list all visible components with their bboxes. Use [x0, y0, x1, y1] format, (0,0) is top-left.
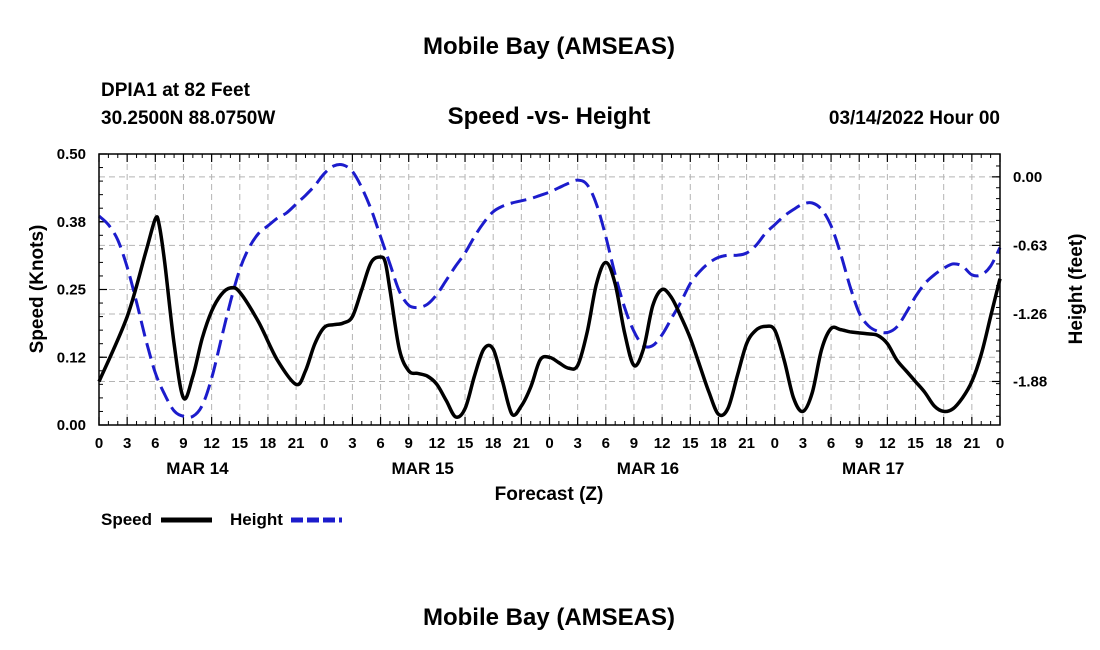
x-tick-label: 6	[602, 435, 610, 452]
x-tick-label: 3	[573, 435, 581, 452]
y-tick-label: 0.50	[57, 146, 86, 163]
x-tick-label: 21	[288, 435, 305, 452]
x-tick-label: 18	[935, 435, 952, 452]
x-tick-label: 0	[771, 435, 779, 452]
x-tick-label: 3	[123, 435, 131, 452]
x-tick-label: 9	[405, 435, 413, 452]
axes: 0 3 6 9 12 15 18 21 0 3 6 9 12 15 18 21 0 3 6 9 12 15 18 21 0 3 6 9…	[57, 146, 1047, 478]
date-label: 03/14/2022 Hour 00	[829, 108, 1000, 129]
y-right-axis-title: Height (feet)	[1066, 234, 1087, 345]
x-tick-label: 9	[630, 435, 638, 452]
x-tick-label: 21	[964, 435, 981, 452]
x-tick-label: 0	[545, 435, 553, 452]
x-tick-label: 0	[95, 435, 103, 452]
coords-label: 30.2500N 88.0750W	[101, 108, 275, 129]
y-tick-label: 0.38	[57, 214, 86, 231]
y-right-tick-label: -0.63	[1013, 237, 1047, 254]
x-day-label: MAR 15	[392, 459, 454, 478]
x-tick-label: 21	[513, 435, 530, 452]
x-day-label: MAR 14	[166, 459, 229, 478]
x-tick-label: 18	[260, 435, 277, 452]
x-tick-label: 15	[231, 435, 248, 452]
x-tick-label: 18	[485, 435, 502, 452]
y-tick-label: 0.25	[57, 282, 86, 299]
x-tick-label: 12	[879, 435, 896, 452]
x-tick-label: 6	[827, 435, 835, 452]
x-tick-label: 3	[799, 435, 807, 452]
x-tick-label: 3	[348, 435, 356, 452]
y-axis-title: Speed (Knots)	[27, 225, 48, 354]
x-tick-label: 6	[151, 435, 159, 452]
title-top: Mobile Bay (AMSEAS)	[423, 33, 675, 60]
x-tick-label: 18	[710, 435, 727, 452]
x-tick-label: 15	[457, 435, 474, 452]
legend-label-height: Height	[230, 510, 283, 529]
series-line-speed	[97, 215, 1002, 419]
x-tick-label: 15	[682, 435, 699, 452]
y-right-tick-label: -1.26	[1013, 306, 1047, 323]
plot-frame	[98, 153, 1001, 426]
chart-title: Speed -vs- Height	[448, 103, 651, 130]
series-group	[97, 162, 1002, 419]
grid	[99, 154, 1000, 425]
y-right-tick-label: -1.88	[1013, 373, 1047, 390]
series-line-height	[97, 162, 1002, 419]
x-axis-title: Forecast (Z)	[495, 484, 604, 505]
x-tick-label: 6	[376, 435, 384, 452]
x-tick-label: 9	[855, 435, 863, 452]
x-tick-label: 21	[738, 435, 755, 452]
y-tick-label: 0.12	[57, 349, 86, 366]
x-day-label: MAR 17	[842, 459, 904, 478]
legend: Speed Height	[101, 510, 342, 529]
title-bottom: Mobile Bay (AMSEAS)	[423, 604, 675, 631]
y-tick-label: 0.00	[57, 417, 86, 434]
x-tick-label: 9	[179, 435, 187, 452]
x-tick-label: 12	[203, 435, 220, 452]
x-tick-label: 0	[996, 435, 1004, 452]
y-right-tick-label: 0.00	[1013, 169, 1042, 186]
x-tick-label: 0	[320, 435, 328, 452]
x-tick-label: 15	[907, 435, 924, 452]
x-tick-label: 12	[654, 435, 671, 452]
legend-label-speed: Speed	[101, 510, 152, 529]
x-day-label: MAR 16	[617, 459, 679, 478]
x-tick-label: 12	[429, 435, 446, 452]
station-label: DPIA1 at 82 Feet	[101, 80, 251, 101]
